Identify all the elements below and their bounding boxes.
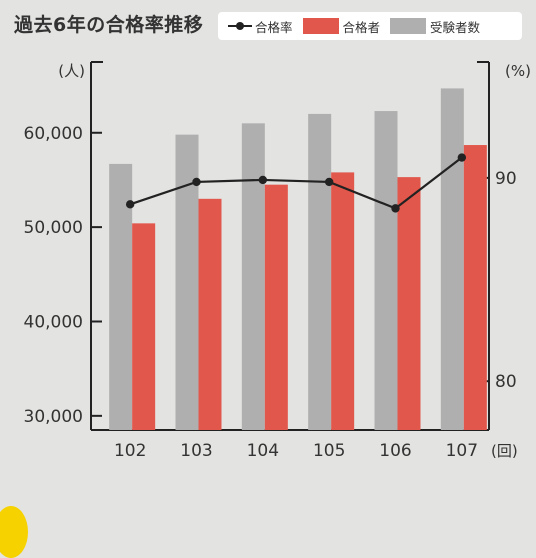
bar-passers-105 bbox=[331, 172, 355, 430]
right-axis-unit-label: (%) bbox=[505, 62, 531, 80]
legend-passers-swatch bbox=[302, 18, 339, 34]
right-tick-label: 80 bbox=[495, 372, 517, 392]
x-axis-unit-label: (回) bbox=[491, 442, 518, 460]
bar-examinees-107 bbox=[440, 88, 464, 431]
legend-rate-swatch bbox=[228, 21, 252, 31]
x-tick-label: 107 bbox=[446, 441, 478, 461]
bar-examinees-103 bbox=[175, 134, 199, 430]
x-tick-label: 103 bbox=[180, 441, 212, 461]
x-tick-label: 104 bbox=[247, 441, 279, 461]
left-axis-unit-label: (人) bbox=[58, 62, 85, 80]
left-tick-label: 60,000 bbox=[24, 124, 83, 144]
x-tick-label: 106 bbox=[379, 441, 411, 461]
left-tick-label: 30,000 bbox=[24, 407, 83, 427]
bar-examinees-106 bbox=[374, 111, 398, 431]
legend-item-rate: 合格率 bbox=[228, 17, 293, 36]
x-tick-label: 105 bbox=[313, 441, 345, 461]
left-tick-label: 40,000 bbox=[24, 312, 83, 332]
plot-area: 30,000 40,000 50,000 60,000 80 90 (人) (%) (回) 102… bbox=[24, 61, 531, 461]
rate-point-103 bbox=[192, 177, 201, 187]
chart-title: 過去6年の合格率推移 bbox=[14, 14, 204, 36]
rate-line bbox=[129, 156, 463, 210]
rate-point-106 bbox=[391, 204, 400, 213]
rate-point-107 bbox=[457, 153, 467, 162]
bar-passers-102 bbox=[132, 223, 156, 430]
bar-examinees-105 bbox=[308, 113, 332, 431]
bar-passers-106 bbox=[397, 177, 421, 430]
chart-stage: 過去6年の合格率推移 合格率 合格者 受験者数 30,000 40,000 50,0… bbox=[0, 12, 531, 558]
bar-passers-107 bbox=[463, 145, 487, 431]
bar-examinees-104 bbox=[241, 123, 265, 430]
legend-examinees-swatch bbox=[390, 18, 427, 34]
bar-passers-104 bbox=[264, 184, 288, 430]
right-tick-label: 90 bbox=[495, 169, 517, 189]
bar-passers-103 bbox=[198, 198, 222, 430]
x-tick-label: 102 bbox=[114, 441, 146, 461]
legend-item-examinees: 受験者数 bbox=[390, 17, 480, 36]
rate-point-105 bbox=[324, 177, 334, 187]
bar-examinees-102 bbox=[109, 163, 133, 430]
legend-item-passers: 合格者 bbox=[302, 17, 381, 36]
left-tick-label: 50,000 bbox=[24, 218, 83, 238]
chart-legend: 合格率 合格者 受験者数 bbox=[218, 12, 522, 40]
rate-point-104 bbox=[258, 175, 268, 185]
legend-passers-label: 合格者 bbox=[342, 19, 381, 35]
legend-rate-label: 合格率 bbox=[255, 19, 293, 35]
legend-examinees-label: 受験者数 bbox=[430, 19, 481, 35]
rate-point-102 bbox=[125, 200, 135, 209]
